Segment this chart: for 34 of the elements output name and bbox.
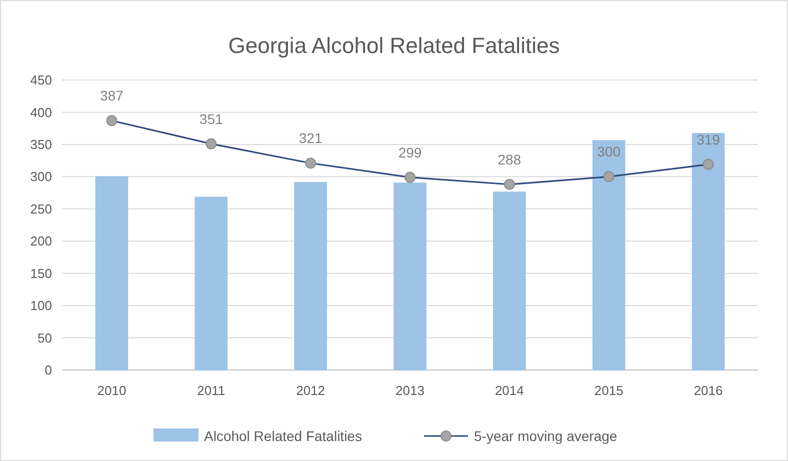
bar [194, 196, 228, 370]
x-tick-label: 2015 [594, 383, 624, 398]
y-tick-label: 0 [44, 362, 52, 378]
y-tick-label: 350 [30, 136, 52, 152]
bar [294, 182, 327, 370]
y-tick-label: 100 [30, 298, 52, 314]
x-tick-label: 2012 [296, 383, 326, 398]
legend-label: 5-year moving average [474, 428, 618, 444]
legend-label: Alcohol Related Fatalities [204, 428, 362, 444]
data-label: 321 [298, 130, 322, 146]
data-label: 387 [100, 88, 124, 104]
bar [394, 182, 426, 370]
data-label: 299 [398, 144, 422, 160]
bar [493, 192, 526, 370]
bar [95, 176, 128, 370]
bar [692, 132, 725, 370]
bar [592, 140, 626, 370]
y-tick-label: 200 [30, 234, 52, 249]
y-tick-label: 150 [30, 266, 52, 281]
y-tick-label: 250 [30, 201, 52, 216]
x-tick-label: 2013 [396, 383, 424, 398]
data-label: 300 [597, 144, 621, 160]
y-tick-label: 300 [30, 169, 52, 184]
y-tick-label: 50 [38, 330, 52, 346]
data-label: 288 [498, 151, 522, 168]
y-tick-label: 450 [30, 72, 52, 88]
data-label: 351 [199, 110, 224, 127]
y-tick-label: 400 [30, 104, 52, 120]
x-tick-label: 2014 [494, 383, 524, 398]
x-tick-label: 2016 [694, 383, 723, 398]
x-tick-label: 2010 [97, 383, 126, 398]
data-label: 319 [696, 131, 720, 148]
chart-title: Georgia Alcohol Related Fatalities [228, 33, 560, 58]
x-tick-label: 2011 [197, 383, 226, 398]
